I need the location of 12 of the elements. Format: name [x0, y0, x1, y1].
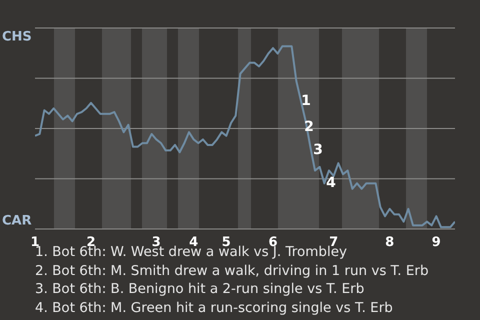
- text: 4. Bot 6th: M. Green hit a run-scoring single vs T. Erb: [35, 298, 394, 317]
- annotation: 2: [304, 118, 314, 135]
- text: CHS: [2, 30, 32, 45]
- annotation: 3: [313, 142, 323, 158]
- x-tick-label: 8: [385, 235, 394, 250]
- text: CAR: [2, 214, 32, 229]
- annotation: 4: [326, 174, 336, 191]
- annotation: 1: [301, 92, 311, 109]
- x-tick-label: 9: [432, 235, 441, 250]
- text: 2. Bot 6th: M. Smith drew a walk, driving in 1 run vs T. Erb: [35, 262, 429, 280]
- x-tick-label: 6: [268, 235, 278, 250]
- text: 3. Bot 6th: B. Benigno hit a 2-run single vs T. Erb: [35, 280, 366, 298]
